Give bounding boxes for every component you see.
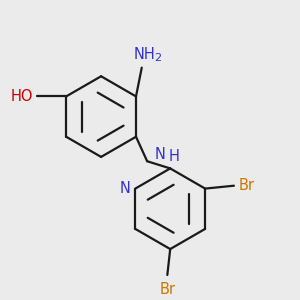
Text: HO: HO	[11, 89, 33, 104]
Text: Br: Br	[159, 282, 175, 297]
Text: H: H	[168, 149, 179, 164]
Text: 2: 2	[154, 52, 161, 62]
Text: NH: NH	[134, 47, 155, 62]
Text: N: N	[120, 181, 131, 196]
Text: N: N	[155, 146, 166, 161]
Text: Br: Br	[238, 178, 254, 193]
